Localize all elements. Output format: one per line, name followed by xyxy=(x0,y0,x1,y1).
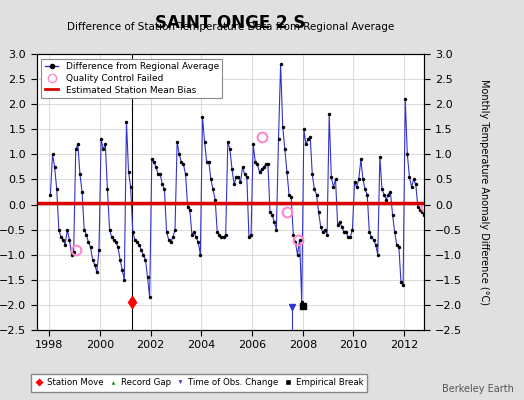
Text: Berkeley Earth: Berkeley Earth xyxy=(442,384,514,394)
Legend: Difference from Regional Average, Quality Control Failed, Estimated Station Mean: Difference from Regional Average, Qualit… xyxy=(41,58,222,98)
Legend: Station Move, Record Gap, Time of Obs. Change, Empirical Break: Station Move, Record Gap, Time of Obs. C… xyxy=(30,374,367,392)
Y-axis label: Monthly Temperature Anomaly Difference (°C): Monthly Temperature Anomaly Difference (… xyxy=(478,79,489,305)
Text: SAINT ONGE 2 S: SAINT ONGE 2 S xyxy=(156,14,305,32)
Text: Difference of Station Temperature Data from Regional Average: Difference of Station Temperature Data f… xyxy=(67,22,394,32)
